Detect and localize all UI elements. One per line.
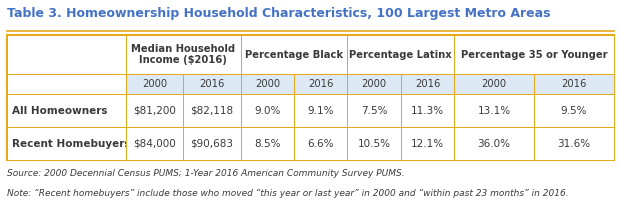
Text: Recent Homebuyers: Recent Homebuyers	[12, 139, 131, 149]
Text: 8.5%: 8.5%	[254, 139, 281, 149]
Text: 6.6%: 6.6%	[307, 139, 334, 149]
Text: 2016: 2016	[415, 79, 440, 89]
Bar	[7, 35, 125, 74]
Text: 2000: 2000	[142, 79, 167, 89]
Text: 9.5%: 9.5%	[561, 106, 587, 116]
Text: 13.1%: 13.1%	[478, 106, 510, 116]
Bar	[348, 127, 401, 160]
Text: 2016: 2016	[561, 79, 587, 89]
Text: 2000: 2000	[481, 79, 507, 89]
Text: Percentage Latinx: Percentage Latinx	[350, 50, 452, 60]
Text: $81,200: $81,200	[133, 106, 176, 116]
Bar	[294, 127, 348, 160]
Bar	[534, 94, 614, 127]
Bar	[183, 127, 241, 160]
Bar	[294, 94, 348, 127]
Text: 9.0%: 9.0%	[254, 106, 281, 116]
Text: 31.6%: 31.6%	[557, 139, 591, 149]
Text: 9.1%: 9.1%	[307, 106, 334, 116]
Text: Table 3. Homeownership Household Characteristics, 100 Largest Metro Areas: Table 3. Homeownership Household Charact…	[7, 7, 551, 20]
Text: 2016: 2016	[199, 79, 225, 89]
Bar	[401, 127, 454, 160]
Text: 7.5%: 7.5%	[361, 106, 388, 116]
Bar	[241, 127, 294, 160]
Bar	[241, 94, 294, 127]
Bar	[7, 74, 125, 94]
Bar	[534, 74, 614, 94]
Text: Source: 2000 Decennial Census PUMS; 1-Year 2016 American Community Survey PUMS.: Source: 2000 Decennial Census PUMS; 1-Ye…	[7, 169, 405, 177]
Bar	[348, 35, 454, 74]
Text: 2016: 2016	[308, 79, 333, 89]
Bar	[125, 74, 183, 94]
Text: $84,000: $84,000	[133, 139, 176, 149]
Text: 12.1%: 12.1%	[411, 139, 444, 149]
Text: 36.0%: 36.0%	[478, 139, 510, 149]
Text: Note: “Recent homebuyers” include those who moved “this year or last year” in 20: Note: “Recent homebuyers” include those …	[7, 189, 569, 198]
Bar	[7, 94, 125, 127]
Text: Median Household
Income ($2016): Median Household Income ($2016)	[131, 44, 235, 65]
Bar	[348, 94, 401, 127]
Text: $90,683: $90,683	[191, 139, 233, 149]
Bar	[454, 94, 534, 127]
Text: 10.5%: 10.5%	[358, 139, 391, 149]
Text: All Homeowners: All Homeowners	[12, 106, 108, 116]
Bar	[183, 94, 241, 127]
Bar	[534, 127, 614, 160]
Text: 11.3%: 11.3%	[411, 106, 444, 116]
Text: 2000: 2000	[255, 79, 280, 89]
Bar	[125, 35, 241, 74]
Bar	[7, 127, 125, 160]
Bar	[125, 94, 183, 127]
Bar	[454, 74, 534, 94]
Bar	[294, 74, 348, 94]
Bar	[183, 74, 241, 94]
Bar	[454, 127, 534, 160]
Bar	[348, 74, 401, 94]
Bar	[241, 74, 294, 94]
Bar	[7, 35, 614, 160]
Bar	[125, 127, 183, 160]
Text: Percentage 35 or Younger: Percentage 35 or Younger	[461, 50, 607, 60]
Bar	[241, 35, 348, 74]
Text: Percentage Black: Percentage Black	[245, 50, 343, 60]
Text: $82,118: $82,118	[191, 106, 233, 116]
Text: 2000: 2000	[361, 79, 387, 89]
Bar	[401, 74, 454, 94]
Bar	[401, 94, 454, 127]
Bar	[454, 35, 614, 74]
